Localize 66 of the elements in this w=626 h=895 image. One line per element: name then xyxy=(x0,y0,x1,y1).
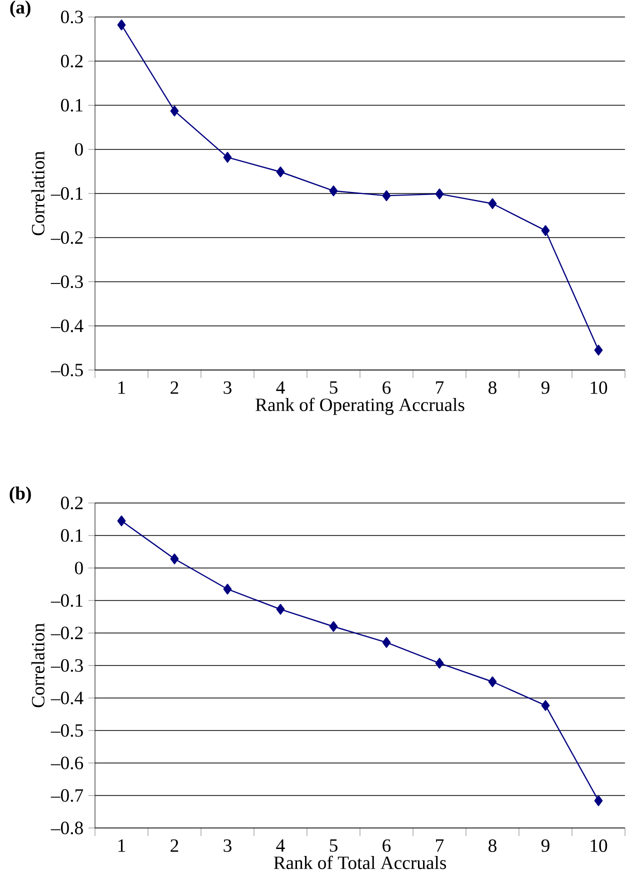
point xyxy=(117,515,126,526)
x-tick-label: 7 xyxy=(436,839,444,852)
x-tick-label: 3 xyxy=(224,839,232,852)
y-tick-label: –0.2 xyxy=(50,231,83,244)
point xyxy=(223,584,232,595)
x-tick-label: 10 xyxy=(590,381,608,394)
x-tick-label: 1 xyxy=(118,381,126,394)
x-tick-label: 5 xyxy=(330,839,338,852)
x-tick-label: 9 xyxy=(541,839,550,852)
point xyxy=(276,166,285,178)
chart-title: (b) xyxy=(10,486,31,504)
y-tick-label: –0.4 xyxy=(50,320,84,332)
point xyxy=(382,637,391,648)
x-tick-label: 7 xyxy=(436,381,444,394)
point xyxy=(488,198,497,210)
y-axis-title: Correlation xyxy=(31,623,44,708)
point xyxy=(594,344,603,356)
x-tick-label: 9 xyxy=(541,381,550,394)
x-tick-label: 8 xyxy=(488,839,496,852)
y-tick-label: –0.3 xyxy=(50,659,83,672)
y-tick-label: 0.1 xyxy=(61,98,83,112)
y-tick-label: –0.6 xyxy=(50,756,84,770)
y-tick-label: –0.5 xyxy=(50,364,83,376)
point xyxy=(382,190,391,202)
point xyxy=(541,225,550,236)
y-axis-title: Correlation xyxy=(31,151,44,236)
chart-title: (a) xyxy=(10,0,30,18)
y-tick-label: –0.1 xyxy=(50,187,83,200)
x-tick-label: 8 xyxy=(488,381,496,394)
x-axis-title: Rank of Total Accruals xyxy=(274,856,446,870)
y-tick-label: 0.3 xyxy=(61,10,83,24)
x-tick-label: 2 xyxy=(170,839,178,852)
x-tick-label: 6 xyxy=(382,839,391,852)
point xyxy=(435,188,444,200)
point xyxy=(170,554,179,564)
y-tick-label: –0.2 xyxy=(50,626,83,640)
x-tick-label: 1 xyxy=(118,839,126,852)
y-tick-label: –0.1 xyxy=(50,594,83,607)
point xyxy=(435,658,444,669)
x-tick-label: 4 xyxy=(276,839,285,852)
y-tick-label: –0.5 xyxy=(50,724,83,737)
point xyxy=(223,152,232,163)
y-tick-label: –0.4 xyxy=(50,692,84,704)
point xyxy=(594,795,603,806)
point xyxy=(276,604,285,615)
y-tick-label: –0.3 xyxy=(50,275,83,288)
x-tick-label: 10 xyxy=(590,839,608,852)
point xyxy=(488,676,497,688)
point xyxy=(329,621,338,632)
point xyxy=(170,106,179,116)
x-tick-label: 3 xyxy=(224,381,232,394)
x-tick-label: 6 xyxy=(382,381,391,394)
x-tick-label: 5 xyxy=(330,381,338,394)
y-tick-label: 0 xyxy=(75,562,83,574)
point xyxy=(117,20,126,30)
point xyxy=(541,700,550,711)
y-tick-label: 0.2 xyxy=(61,54,83,68)
point xyxy=(329,185,338,196)
y-tick-label: –0.7 xyxy=(50,789,84,802)
y-tick-label: 0.2 xyxy=(61,496,83,510)
x-axis-title: Rank of Operating Accruals xyxy=(256,398,464,415)
x-tick-label: 4 xyxy=(276,381,285,394)
y-tick-label: –0.8 xyxy=(50,822,83,834)
y-tick-label: 0.1 xyxy=(61,529,83,542)
y-tick-label: 0 xyxy=(75,143,83,156)
x-tick-label: 2 xyxy=(170,381,178,394)
